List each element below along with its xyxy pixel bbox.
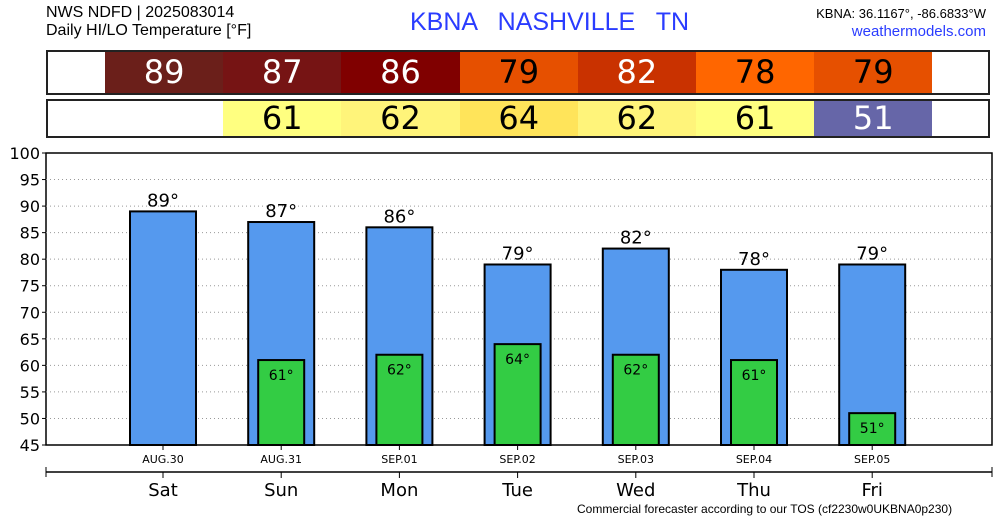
product-title: NWS NDFD | 2025083014 xyxy=(46,4,235,21)
y-tick-label: 55 xyxy=(20,383,40,402)
low-label: 62° xyxy=(387,363,412,379)
date-label: SEP.04 xyxy=(736,453,772,466)
low-bar xyxy=(730,359,778,447)
date-label: SEP.05 xyxy=(854,453,890,466)
chart-subtitle: Daily HI/LO Temperature [°F] xyxy=(46,22,252,39)
lorow-cell: 62 xyxy=(341,101,460,136)
date-label: AUG.31 xyxy=(260,453,302,466)
hirow-cell: 86 xyxy=(341,52,460,93)
high-label: 82° xyxy=(620,228,652,249)
y-tick-label: 90 xyxy=(20,197,40,216)
y-tick-label: 70 xyxy=(20,303,40,322)
low-bar xyxy=(611,353,660,446)
low-label: 62° xyxy=(623,363,648,379)
site-link[interactable]: weathermodels.com xyxy=(851,23,986,40)
low-label: 64° xyxy=(505,352,530,368)
high-label: 87° xyxy=(265,201,297,222)
high-bar xyxy=(129,210,197,447)
low-label: 61° xyxy=(742,368,767,384)
day-label: Sun xyxy=(264,480,298,500)
high-label: 86° xyxy=(383,206,415,227)
date-label: SEP.02 xyxy=(499,453,535,466)
lorow-cell: 61 xyxy=(696,101,815,136)
hirow-cell: 89 xyxy=(105,52,224,93)
hirow-cell: 82 xyxy=(577,52,696,93)
y-tick-label: 60 xyxy=(20,356,40,375)
day-label: Mon xyxy=(380,480,418,500)
low-bar xyxy=(493,343,542,446)
high-temp-row: 89 87 86 79 82 78 79 xyxy=(46,50,990,95)
lorow-cell: 61 xyxy=(223,101,342,136)
low-label: 51° xyxy=(860,421,885,437)
hirow-cell: 79 xyxy=(814,52,933,93)
lorow-cell: 64 xyxy=(459,101,578,136)
y-tick-label: 45 xyxy=(20,436,40,455)
day-label: Tue xyxy=(501,480,533,500)
lorow-cell: 51 xyxy=(814,101,933,136)
day-label: Wed xyxy=(616,480,655,500)
y-tick-label: 50 xyxy=(20,409,40,428)
hirow-cell: 79 xyxy=(459,52,578,93)
hirow-cell: 78 xyxy=(696,52,815,93)
low-temp-row: 61 62 64 62 61 51 xyxy=(46,99,990,138)
y-tick-label: 80 xyxy=(20,250,40,269)
day-label: Sat xyxy=(148,480,178,500)
date-label: SEP.03 xyxy=(618,453,654,466)
high-label: 79° xyxy=(502,243,534,264)
temperature-chart: 45 50 55 60 65 70 75 80 85 90 95 100 89° AUG.30 Sat 87°… xyxy=(9,144,993,500)
low-bar xyxy=(848,412,897,446)
y-tick-label: 65 xyxy=(20,330,40,349)
y-tick-label: 85 xyxy=(20,224,40,243)
station-location: KBNA NASHVILLE TN xyxy=(410,8,690,36)
hirow-cell: 87 xyxy=(223,52,342,93)
station-coords: KBNA: 36.1167°, -86.6833°W xyxy=(816,6,986,21)
y-tick-label: 75 xyxy=(20,277,40,296)
low-bar xyxy=(375,353,424,446)
high-label: 78° xyxy=(738,249,770,270)
y-tick-label: 95 xyxy=(20,171,40,190)
lorow-cell: 62 xyxy=(577,101,696,136)
date-label: SEP.01 xyxy=(381,453,417,466)
high-label: 79° xyxy=(856,243,888,264)
y-tick-label: 100 xyxy=(9,144,40,163)
high-label: 89° xyxy=(147,190,179,211)
day-label: Fri xyxy=(861,480,882,500)
low-label: 61° xyxy=(269,368,294,384)
day-label: Thu xyxy=(736,480,771,500)
date-label: AUG.30 xyxy=(142,453,184,466)
footer-note: Commercial forecaster according to our T… xyxy=(577,502,953,516)
